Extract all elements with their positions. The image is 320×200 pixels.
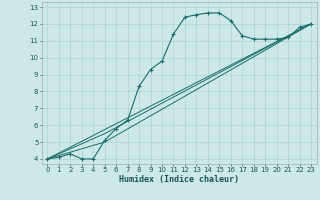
X-axis label: Humidex (Indice chaleur): Humidex (Indice chaleur) bbox=[119, 175, 239, 184]
